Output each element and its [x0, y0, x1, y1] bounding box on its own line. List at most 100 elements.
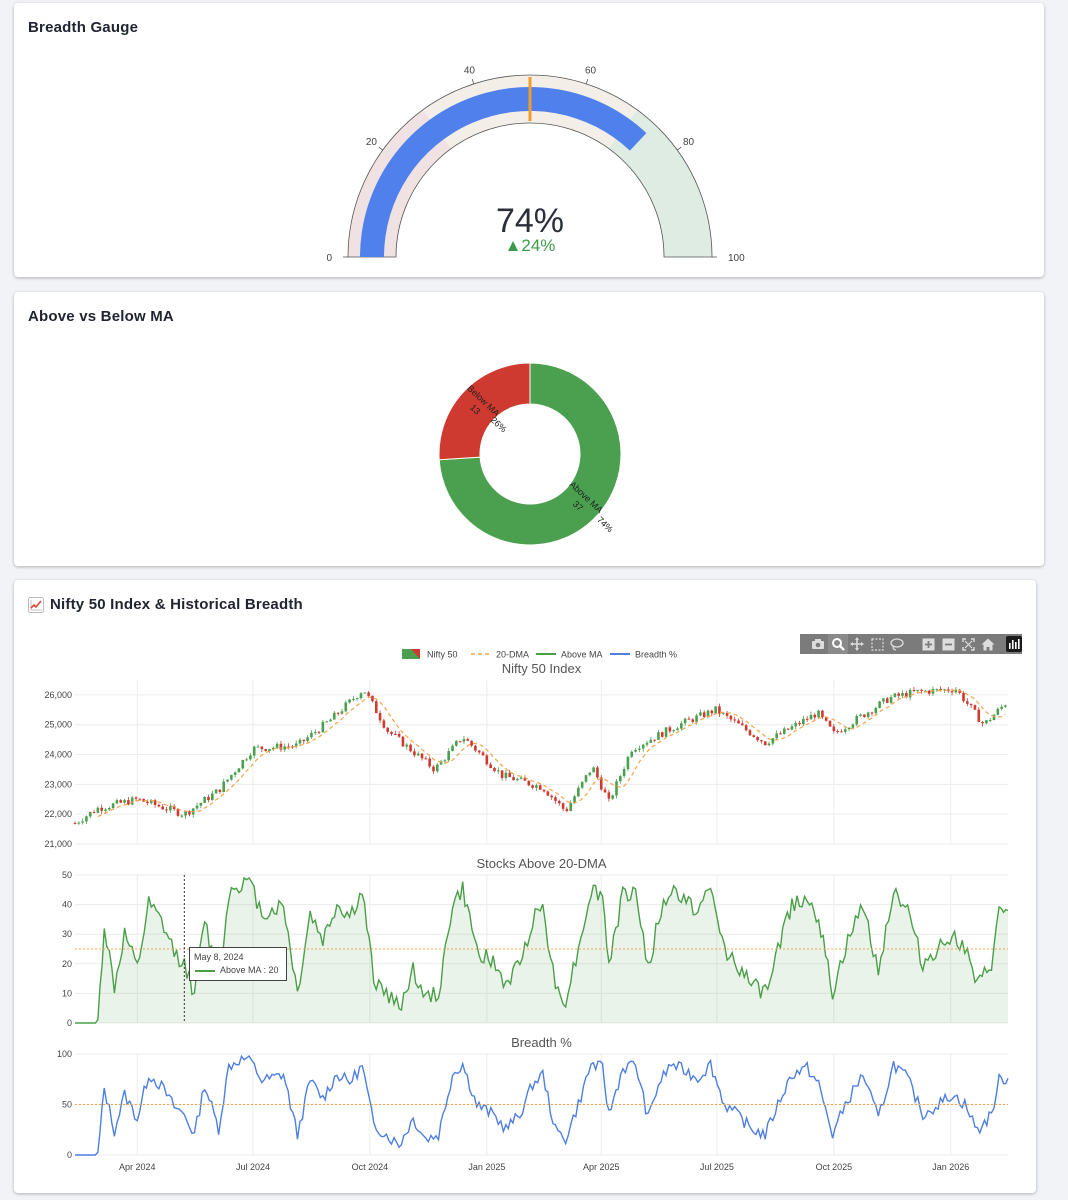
candle: [691, 718, 695, 724]
candle: [161, 804, 165, 810]
candle: [668, 725, 672, 734]
candle-body: [451, 745, 454, 752]
candle: [405, 742, 409, 750]
candle: [866, 711, 870, 720]
donut-slice-above-ma: [438, 362, 622, 546]
candle-body: [233, 772, 237, 775]
candle-body: [885, 698, 889, 703]
candle: [470, 740, 473, 748]
candle: [653, 739, 656, 743]
tooltip-date: May 8, 2024: [194, 952, 244, 962]
candle-body: [790, 726, 794, 730]
candle-body: [702, 712, 706, 717]
candle-body: [916, 689, 920, 692]
candle: [367, 690, 370, 698]
candle-body: [344, 702, 348, 712]
camera-icon[interactable]: [808, 634, 828, 654]
candle: [882, 698, 885, 705]
autoscale-icon[interactable]: [959, 634, 979, 654]
candle: [981, 721, 984, 727]
candle: [649, 736, 653, 744]
candle-body: [88, 811, 92, 817]
pan-icon[interactable]: [848, 634, 868, 654]
candle-body: [1000, 706, 1003, 709]
candle-body: [954, 689, 958, 693]
candle-body: [1004, 705, 1007, 707]
candle-body: [565, 808, 569, 811]
candle: [607, 789, 611, 802]
gauge-outline: [347, 74, 713, 258]
candle-body: [741, 723, 744, 726]
candle-body: [714, 706, 717, 714]
candle-body: [596, 767, 599, 778]
lasso-icon[interactable]: [887, 634, 907, 654]
plotly-logo-icon[interactable]: [1006, 636, 1023, 652]
candle-body: [310, 732, 313, 738]
candle-body: [542, 789, 546, 792]
candle: [153, 798, 157, 808]
candle: [912, 686, 916, 692]
candle-body: [477, 750, 481, 753]
candle: [996, 707, 1000, 716]
candle: [420, 753, 424, 761]
candle-body: [374, 701, 378, 714]
candle: [916, 689, 920, 693]
candle: [615, 778, 618, 799]
candle: [737, 718, 740, 724]
candle-body: [443, 760, 447, 762]
candle-body: [321, 721, 325, 733]
candle-body: [855, 715, 859, 725]
candle-body: [828, 720, 832, 727]
candle: [1000, 704, 1003, 711]
box-select-icon[interactable]: [867, 634, 887, 654]
candle-body: [458, 741, 462, 743]
candle-body: [302, 739, 306, 742]
candle: [317, 730, 321, 734]
y-tick-label: 21,000: [44, 839, 72, 849]
zoom-in-icon[interactable]: [919, 634, 939, 654]
candle-body: [977, 709, 981, 722]
y-tick-label: 22,000: [44, 809, 72, 819]
candle: [230, 774, 233, 781]
candle-body: [985, 720, 988, 724]
zoom-out-icon[interactable]: [939, 634, 959, 654]
home-icon[interactable]: [978, 634, 998, 654]
subplot-2: 0 10 20 30 40 50 Stocks Above 20-DMA: [62, 856, 1009, 1028]
candle-body: [908, 690, 912, 698]
candle-body: [470, 740, 473, 746]
candle: [115, 798, 119, 805]
candle-body: [134, 797, 138, 799]
zoom-icon[interactable]: [827, 634, 848, 654]
candle: [657, 730, 660, 740]
candle: [794, 720, 798, 730]
y-tick-label: 0: [67, 1018, 72, 1028]
subplot-title: Nifty 50 Index: [502, 661, 582, 676]
candle-body: [672, 730, 675, 732]
candle: [180, 814, 184, 819]
gauge-value-text: 74%: [496, 202, 564, 240]
candle: [664, 727, 668, 737]
legend-item-breadth-: Breadth %: [610, 650, 677, 660]
candle: [294, 740, 298, 749]
candle: [344, 700, 348, 713]
candle: [847, 727, 851, 732]
y-tick-label: 40: [62, 900, 72, 910]
candle-body: [763, 741, 767, 746]
candle-body: [561, 803, 565, 809]
history-chart[interactable]: Nifty 50 20-DMA Above MA Breadth % 21,000 22,…: [14, 580, 1036, 1193]
candle-body: [992, 714, 996, 721]
candle-body: [184, 811, 187, 816]
candle: [599, 774, 603, 791]
candle-body: [489, 764, 492, 769]
candle: [268, 748, 271, 753]
y-tick-label: 24,000: [44, 750, 72, 760]
candle-body: [245, 759, 248, 761]
candle-body: [950, 691, 954, 693]
candle-body: [851, 724, 855, 728]
candle-body: [214, 789, 218, 794]
candle: [108, 806, 111, 812]
candle: [359, 691, 363, 700]
candle-body: [73, 823, 77, 825]
candle-body: [481, 752, 485, 756]
candle-body: [584, 775, 588, 782]
